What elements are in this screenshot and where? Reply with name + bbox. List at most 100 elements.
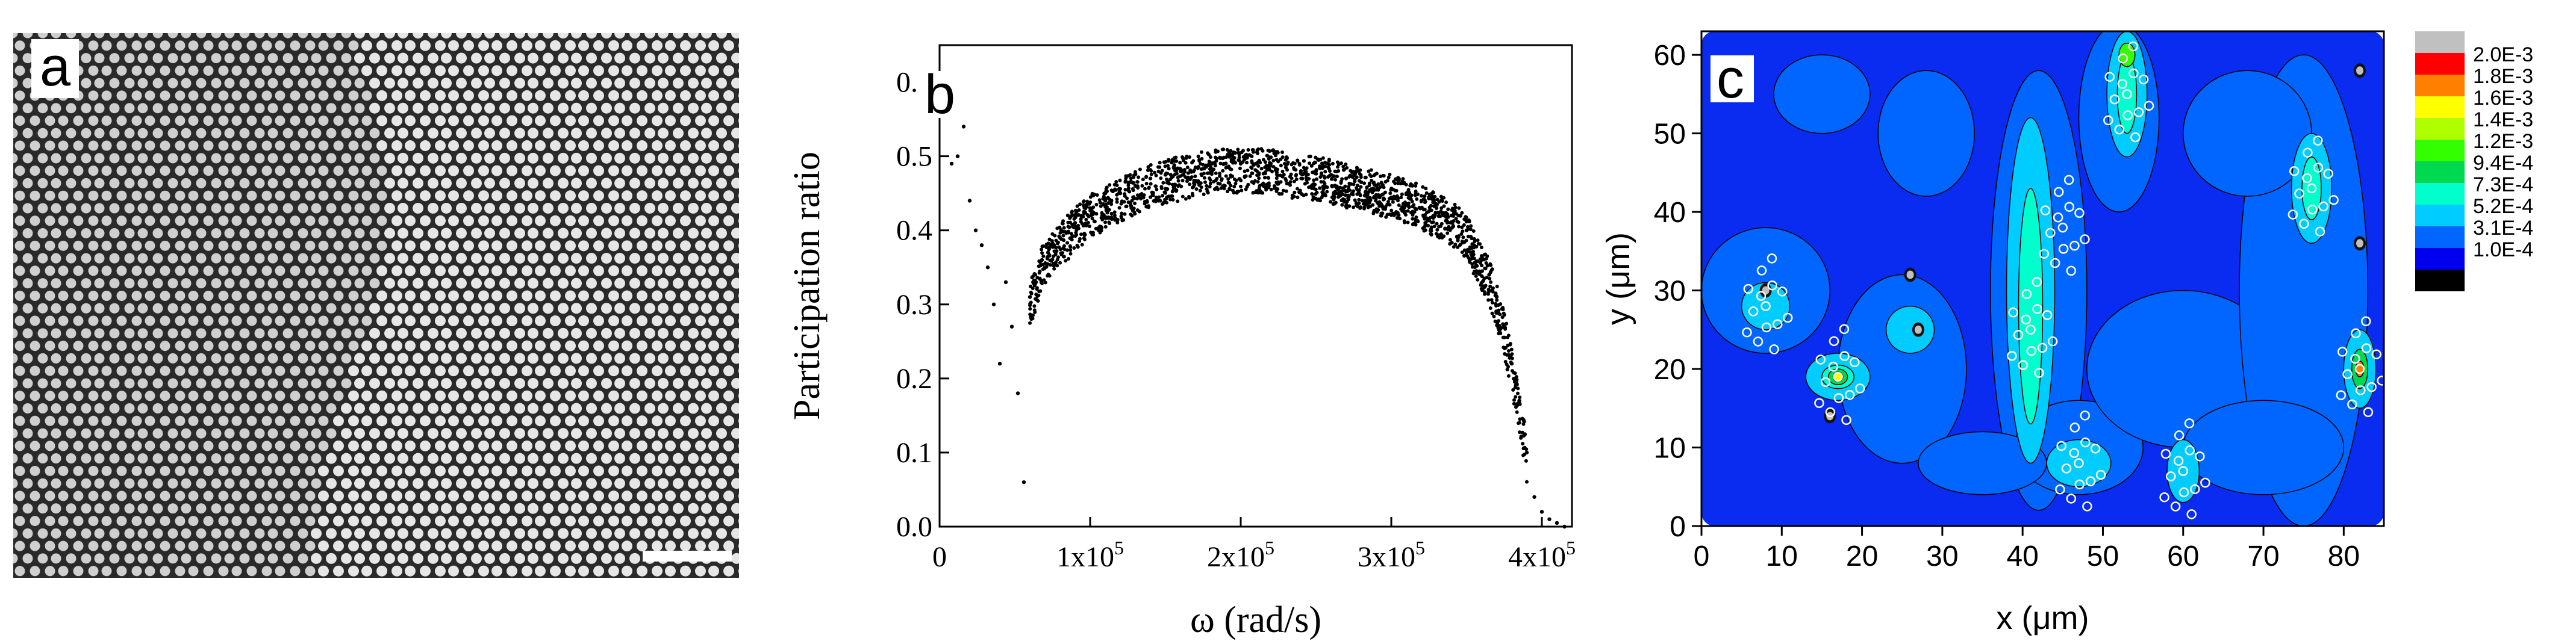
particle (196, 403, 207, 414)
particle (608, 390, 619, 401)
particle (22, 478, 33, 489)
particle (37, 103, 48, 114)
particle-marker (2128, 68, 2139, 79)
particle (608, 265, 619, 276)
data-point (1359, 185, 1363, 189)
particle (13, 478, 18, 489)
particle (109, 353, 120, 364)
data-point (1413, 206, 1417, 211)
particle (543, 33, 554, 39)
particle (528, 178, 538, 189)
particle (231, 315, 242, 326)
data-point (961, 125, 966, 129)
data-point (1097, 198, 1102, 202)
particle (398, 377, 408, 389)
particle (491, 115, 502, 126)
data-point (1259, 167, 1264, 171)
particle (716, 353, 727, 364)
particle (456, 202, 467, 214)
particle (637, 240, 647, 252)
x-tick-label-b: 4x105 (1508, 537, 1576, 573)
colorbar-label: 1.8E-3 (2473, 65, 2533, 88)
particle (550, 90, 561, 101)
particle (558, 327, 569, 339)
particle (131, 240, 142, 251)
particle (13, 153, 18, 164)
particle (101, 215, 112, 226)
particle (361, 90, 372, 101)
particle (716, 377, 727, 389)
particle (601, 102, 612, 114)
particle (456, 253, 467, 264)
particle (637, 290, 647, 302)
data-point (1191, 185, 1195, 190)
particle (558, 152, 569, 164)
particle (673, 377, 684, 389)
particle (224, 33, 235, 39)
particle (484, 403, 495, 414)
particle (535, 215, 546, 226)
particle (231, 415, 242, 426)
particle (311, 203, 322, 214)
particle (528, 528, 538, 539)
data-point (1319, 179, 1323, 184)
data-point (1500, 315, 1505, 320)
data-point (1363, 203, 1367, 207)
data-point (1348, 173, 1352, 178)
data-point (1274, 176, 1279, 181)
particle (333, 365, 344, 376)
particle (558, 277, 569, 289)
data-point (985, 265, 990, 270)
particle (282, 428, 293, 439)
particle (738, 343, 739, 348)
data-point (1330, 195, 1334, 199)
data-point (1355, 203, 1359, 208)
particle (13, 328, 18, 339)
particle-marker (2074, 458, 2084, 468)
particle (738, 418, 739, 424)
particle-marker (2323, 169, 2333, 179)
particle (593, 265, 604, 276)
data-point (1206, 163, 1211, 167)
particle (109, 228, 120, 239)
particle (101, 566, 112, 577)
data-point (1318, 186, 1322, 190)
particle (586, 327, 597, 339)
particle (522, 265, 532, 276)
particle (239, 403, 250, 414)
data-point (1186, 171, 1190, 175)
particle (318, 40, 329, 51)
data-point (1284, 189, 1288, 193)
data-point (1030, 313, 1034, 317)
particle (680, 565, 691, 577)
particle (601, 478, 612, 489)
particle (160, 290, 170, 301)
particle (188, 441, 199, 451)
particle (239, 178, 250, 188)
particle (261, 40, 272, 51)
data-point (1411, 222, 1415, 226)
particle (428, 253, 438, 264)
particle (558, 102, 569, 114)
particle (22, 278, 33, 289)
particle (160, 540, 170, 551)
data-point (1177, 183, 1181, 187)
data-point (1140, 193, 1144, 197)
particle (456, 102, 467, 114)
particle (254, 303, 265, 314)
contour-region (1773, 54, 1871, 134)
particle (731, 478, 739, 489)
particle (160, 65, 170, 76)
particle (578, 415, 589, 427)
particle (558, 528, 569, 539)
particle (282, 278, 293, 289)
particle (175, 465, 186, 476)
particle (680, 290, 691, 302)
particle (218, 265, 229, 276)
particle (22, 378, 33, 389)
particle (716, 78, 727, 89)
particle (290, 190, 301, 201)
particle (282, 78, 293, 88)
contour-region (1914, 325, 1922, 334)
particle (665, 90, 676, 101)
